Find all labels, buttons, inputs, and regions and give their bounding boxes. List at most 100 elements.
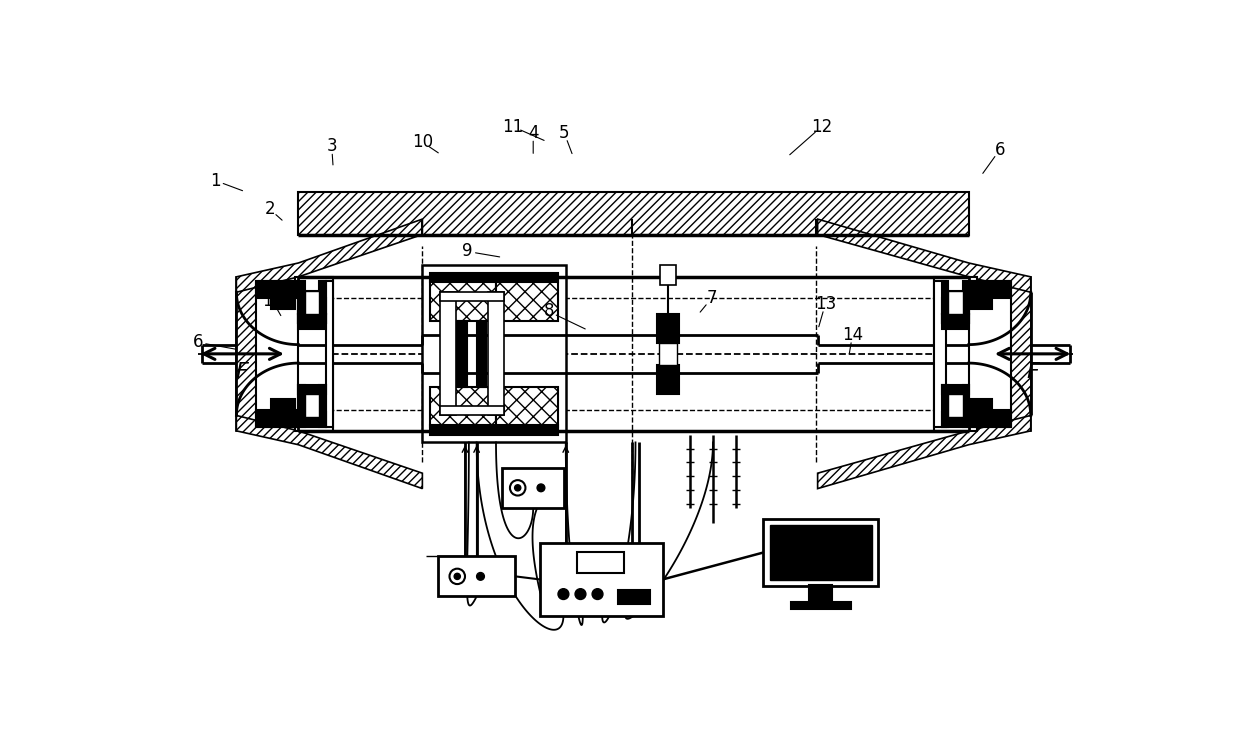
Circle shape	[449, 569, 465, 584]
Text: 1: 1	[210, 171, 221, 190]
Bar	[941, 314, 968, 329]
Bar	[947, 291, 962, 314]
Bar	[299, 298, 325, 314]
Circle shape	[454, 573, 460, 579]
Text: 15: 15	[262, 293, 284, 310]
Bar	[299, 281, 305, 323]
Bar	[440, 406, 503, 415]
Text: 12: 12	[811, 118, 832, 136]
Bar	[770, 525, 872, 580]
Bar	[299, 384, 305, 427]
Bar	[657, 365, 680, 394]
Bar	[941, 384, 947, 427]
Circle shape	[510, 480, 526, 495]
Bar	[578, 552, 624, 573]
Bar	[325, 281, 334, 427]
Polygon shape	[237, 415, 423, 489]
Bar	[299, 314, 325, 323]
Bar	[618, 590, 650, 604]
Bar	[657, 314, 680, 343]
Bar	[941, 412, 968, 427]
Bar	[791, 602, 851, 609]
Polygon shape	[299, 192, 968, 234]
Polygon shape	[968, 277, 1030, 431]
Bar	[934, 277, 977, 431]
Circle shape	[575, 589, 585, 600]
Text: 9: 9	[463, 243, 472, 260]
Bar	[430, 387, 496, 427]
Bar	[299, 384, 325, 394]
Text: 11: 11	[502, 118, 523, 136]
Bar	[968, 398, 992, 410]
Bar	[968, 281, 1012, 427]
Text: 8: 8	[543, 303, 554, 320]
Bar	[962, 281, 968, 323]
Text: $F$: $F$	[236, 362, 250, 382]
Circle shape	[558, 589, 569, 600]
Bar	[764, 519, 878, 587]
Bar	[941, 384, 968, 394]
Bar	[320, 384, 325, 427]
Text: $F$: $F$	[1025, 362, 1040, 382]
Bar	[941, 314, 968, 323]
Bar	[476, 320, 486, 387]
Text: 14: 14	[842, 326, 863, 343]
Bar	[658, 343, 677, 365]
Bar	[496, 281, 558, 320]
Bar	[430, 426, 558, 434]
Text: 3: 3	[326, 137, 337, 155]
Bar	[968, 281, 1012, 298]
Bar	[947, 291, 962, 298]
Bar	[255, 410, 299, 427]
Bar	[272, 298, 295, 309]
Bar	[660, 265, 676, 284]
Bar	[299, 412, 325, 427]
Text: 4: 4	[528, 124, 538, 142]
Bar	[440, 293, 456, 415]
Text: 2: 2	[264, 200, 275, 218]
Circle shape	[515, 485, 521, 491]
Text: 10: 10	[412, 133, 433, 151]
Bar	[947, 417, 962, 425]
Bar	[968, 410, 1012, 427]
Text: 5: 5	[559, 124, 569, 142]
Bar	[299, 314, 325, 329]
Text: 7: 7	[707, 290, 717, 307]
Text: 13: 13	[815, 295, 836, 313]
Bar	[255, 281, 299, 298]
Bar	[430, 273, 558, 282]
Bar	[440, 293, 503, 301]
Bar	[320, 281, 325, 323]
Polygon shape	[237, 219, 423, 293]
Bar	[430, 281, 496, 320]
Polygon shape	[817, 415, 1030, 489]
Polygon shape	[237, 277, 299, 431]
Text: 6: 6	[994, 141, 1004, 159]
Bar	[941, 298, 968, 314]
Bar	[502, 467, 564, 508]
Bar	[947, 394, 962, 417]
Bar	[272, 398, 295, 410]
Bar	[255, 281, 299, 427]
Bar	[489, 293, 503, 415]
Bar	[438, 556, 516, 596]
Bar	[496, 387, 558, 427]
Bar	[305, 291, 320, 298]
Circle shape	[537, 484, 544, 492]
Bar	[305, 417, 320, 425]
Bar	[305, 291, 320, 314]
Bar	[968, 298, 992, 309]
Circle shape	[476, 573, 485, 580]
Bar	[295, 277, 334, 431]
Polygon shape	[817, 219, 1030, 293]
Bar	[423, 265, 565, 442]
Bar	[962, 384, 968, 427]
Bar	[947, 394, 962, 401]
Bar	[305, 394, 320, 401]
Circle shape	[593, 589, 603, 600]
Bar	[934, 281, 945, 427]
Bar	[305, 394, 320, 417]
Text: 6: 6	[192, 333, 203, 351]
Bar	[541, 542, 662, 616]
Bar	[947, 315, 962, 323]
